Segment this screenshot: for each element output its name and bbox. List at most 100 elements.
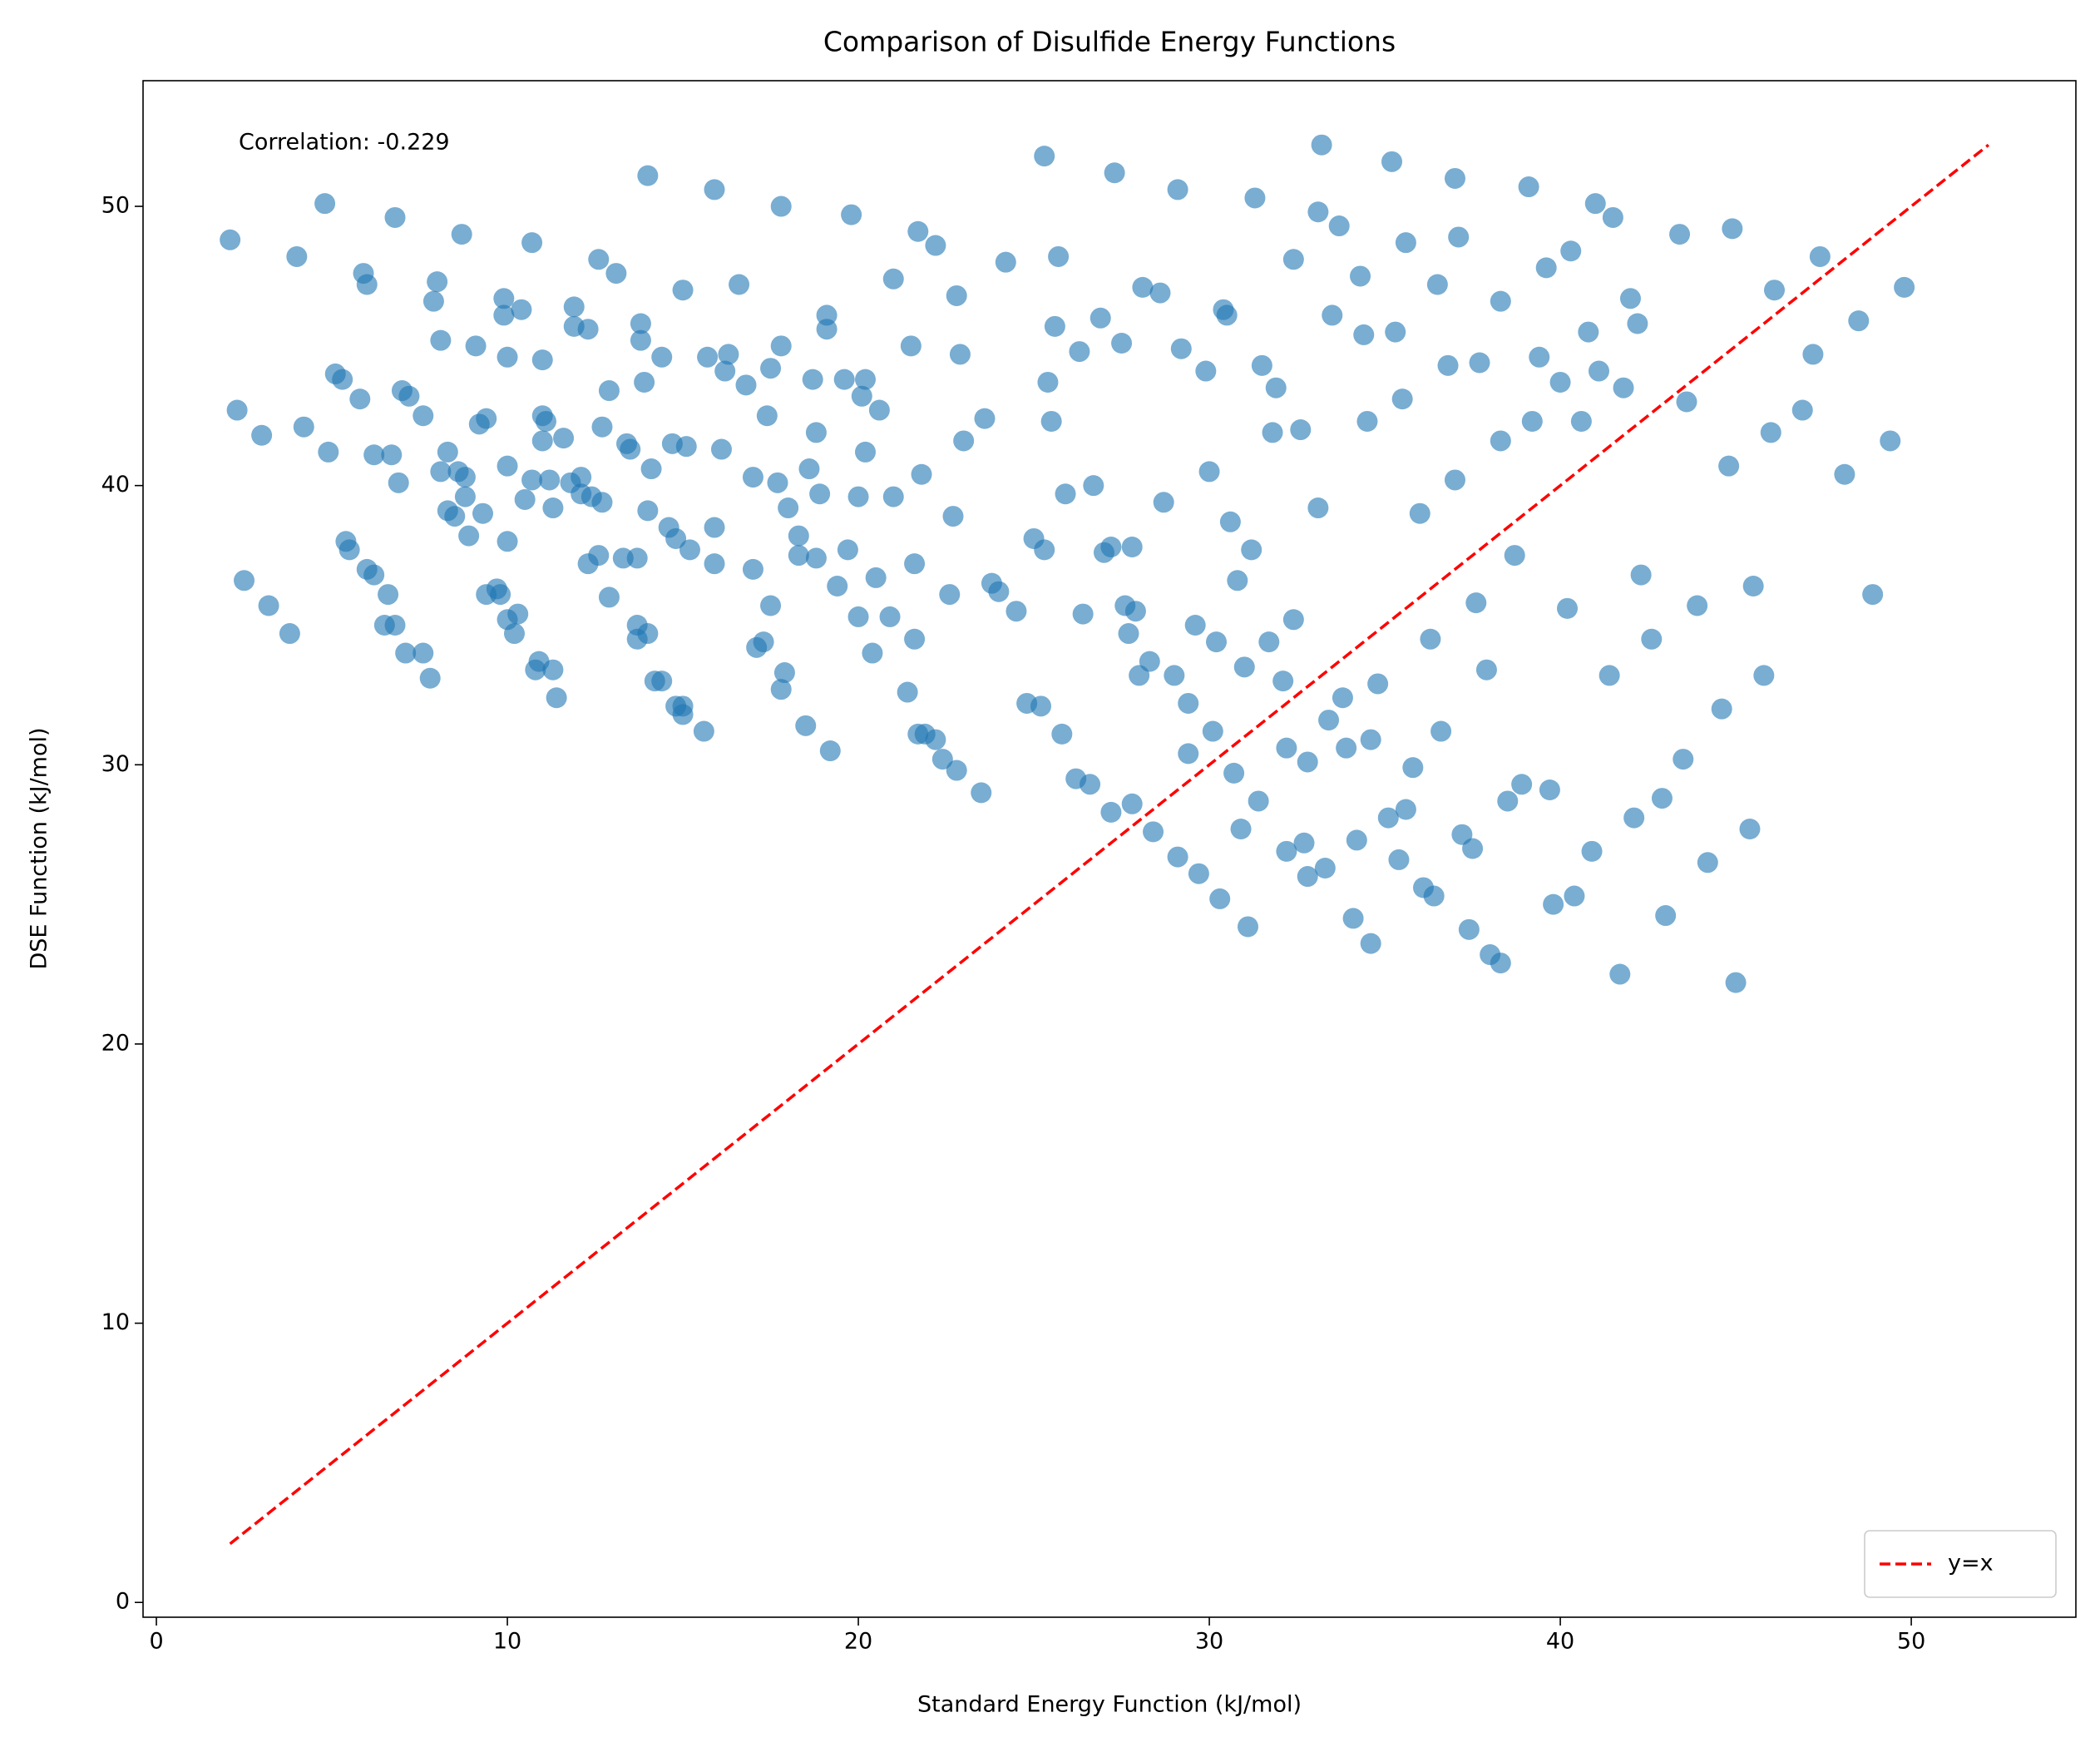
- point: [1490, 290, 1511, 312]
- point: [756, 405, 778, 427]
- point: [493, 288, 515, 309]
- point: [1588, 360, 1609, 382]
- point: [1206, 631, 1228, 653]
- point: [511, 299, 532, 320]
- point: [760, 595, 782, 616]
- axes-frame: [142, 80, 2077, 1618]
- point: [1630, 564, 1652, 586]
- point: [1290, 419, 1312, 441]
- point: [1367, 673, 1389, 695]
- point: [1044, 315, 1065, 337]
- point: [465, 335, 487, 357]
- point: [293, 416, 314, 438]
- point: [1381, 151, 1403, 172]
- point: [1497, 790, 1519, 812]
- point: [591, 492, 613, 513]
- point: [1328, 215, 1350, 237]
- point: [542, 497, 564, 519]
- point: [1598, 665, 1620, 686]
- point: [458, 525, 480, 547]
- x-tick-label: 10: [493, 1629, 521, 1655]
- point: [1282, 609, 1304, 631]
- point: [1423, 885, 1445, 907]
- point: [904, 628, 926, 650]
- point: [882, 268, 904, 290]
- point: [1219, 511, 1241, 532]
- point: [1880, 430, 1901, 452]
- point: [588, 545, 610, 567]
- point: [1080, 774, 1101, 795]
- point: [841, 204, 862, 225]
- point: [1529, 346, 1550, 368]
- point: [1104, 162, 1125, 184]
- point: [637, 500, 659, 522]
- point: [1742, 575, 1764, 596]
- point: [286, 245, 308, 267]
- point: [795, 715, 817, 736]
- point: [1511, 774, 1533, 795]
- point: [626, 547, 648, 569]
- point: [946, 760, 967, 781]
- point: [1791, 399, 1813, 421]
- point: [1641, 628, 1663, 650]
- point: [1209, 888, 1231, 909]
- point: [1188, 863, 1209, 884]
- point: [1048, 245, 1070, 267]
- point: [258, 595, 279, 616]
- point: [332, 369, 353, 390]
- point: [1237, 916, 1258, 938]
- point: [507, 603, 529, 625]
- point: [1669, 224, 1691, 245]
- point: [437, 441, 458, 463]
- point: [931, 749, 953, 770]
- point: [413, 405, 434, 427]
- point: [542, 659, 564, 680]
- point: [833, 369, 855, 390]
- point: [1293, 832, 1315, 854]
- point: [1609, 963, 1631, 985]
- point: [318, 441, 339, 463]
- point: [497, 531, 518, 552]
- point: [1848, 310, 1870, 332]
- point: [1426, 274, 1448, 295]
- point: [1118, 623, 1139, 645]
- point: [1388, 849, 1410, 870]
- point: [1100, 801, 1122, 823]
- point: [672, 704, 694, 725]
- annotation: Correlation: -0.229: [239, 130, 450, 156]
- point: [1307, 201, 1329, 223]
- point: [591, 416, 613, 438]
- point: [1233, 656, 1255, 678]
- point: [900, 335, 922, 357]
- point: [1584, 193, 1606, 215]
- point: [1030, 695, 1051, 717]
- point: [1739, 819, 1761, 840]
- point: [1539, 779, 1560, 801]
- point: [1297, 751, 1318, 773]
- point: [946, 285, 967, 306]
- point: [521, 232, 543, 254]
- plot-area: [220, 134, 1915, 993]
- point: [1360, 729, 1381, 750]
- point: [742, 467, 763, 488]
- point: [620, 438, 641, 460]
- point: [1090, 307, 1111, 329]
- point: [363, 564, 385, 586]
- point: [770, 195, 792, 217]
- point: [1282, 249, 1304, 270]
- point: [1469, 352, 1490, 374]
- point: [805, 422, 827, 443]
- point: [1560, 240, 1582, 262]
- point: [1725, 972, 1747, 993]
- point: [539, 469, 561, 491]
- point: [338, 539, 360, 561]
- point: [1251, 354, 1272, 376]
- point: [925, 235, 946, 256]
- point: [1543, 893, 1564, 915]
- point: [1360, 933, 1381, 954]
- point: [1578, 321, 1599, 343]
- point: [939, 584, 961, 606]
- y-tick-label: 20: [101, 1030, 130, 1056]
- point: [476, 408, 497, 429]
- point: [531, 430, 553, 452]
